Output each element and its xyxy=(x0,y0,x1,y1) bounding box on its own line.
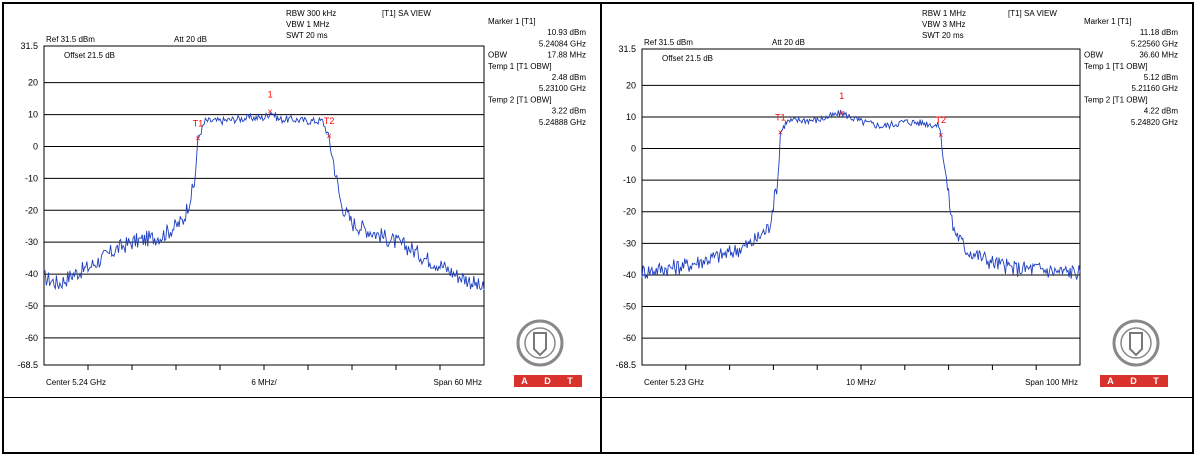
y-tick-label: -20 xyxy=(623,207,636,217)
y-tick-label: 20 xyxy=(626,80,636,90)
sweep-time: SWT 20 ms xyxy=(922,31,964,40)
panel-divider xyxy=(600,2,602,454)
center-frequency: Center 5.24 GHz xyxy=(46,378,106,387)
bureau-veritas-logo xyxy=(1112,319,1160,379)
bureau-veritas-logo xyxy=(516,319,564,379)
vbw-setting: VBW 1 MHz xyxy=(286,20,330,29)
readout-label: Marker 1 [T1] xyxy=(1084,17,1132,26)
x-division: 10 MHz/ xyxy=(846,378,877,387)
readout-value: 5.24888 GHz xyxy=(539,118,586,127)
center-frequency: Center 5.23 GHz xyxy=(644,378,704,387)
readout-label: Temp 1 [T1 OBW] xyxy=(488,62,552,71)
span-label: Span 100 MHz xyxy=(1025,378,1078,387)
ref-level: Ref 31.5 dBm xyxy=(644,38,693,47)
plot-frame xyxy=(641,48,1081,366)
y-tick-label: -60 xyxy=(25,333,38,343)
y-tick-label: 10 xyxy=(28,110,38,120)
x-division: 6 MHz/ xyxy=(251,378,277,387)
attenuation: Att 20 dB xyxy=(772,38,805,47)
y-tick-label: 31.5 xyxy=(20,41,38,51)
y-tick-label: -50 xyxy=(623,302,636,312)
y-tick-label: -10 xyxy=(25,173,38,183)
readout-value: 17.88 MHz xyxy=(547,51,586,60)
right-rule xyxy=(1192,402,1194,454)
ref-level: Ref 31.5 dBm xyxy=(46,35,95,44)
readout-value: 3.22 dBm xyxy=(552,107,587,116)
y-tick-label: 0 xyxy=(33,141,38,151)
view-mode: [T1] SA VIEW xyxy=(382,9,431,18)
readout-value: 5.22560 GHz xyxy=(1131,39,1178,48)
readout-value: 5.12 dBm xyxy=(1144,73,1179,82)
readout-label: OBW xyxy=(488,51,508,60)
marker-label: 1 xyxy=(268,90,273,100)
y-tick-label: 10 xyxy=(626,112,636,122)
readout-label: Temp 1 [T1 OBW] xyxy=(1084,62,1148,71)
spectrum-chart-2: 31.5 20 10 0 -10 -20 -30 -40 -50 -60 -68.5 Ref 31.5… xyxy=(615,9,1179,387)
y-tick-label: -40 xyxy=(623,270,636,280)
readout-value: 5.24820 GHz xyxy=(1131,118,1178,127)
offset-label: Offset 21.5 dB xyxy=(64,51,115,60)
readout-value: 36.60 MHz xyxy=(1139,51,1178,60)
y-tick-label: -60 xyxy=(623,333,636,343)
vbw-setting: VBW 3 MHz xyxy=(922,20,966,29)
y-tick-label: 31.5 xyxy=(618,44,636,54)
y-tick-label: -50 xyxy=(25,301,38,311)
readout-label: OBW xyxy=(1084,51,1104,60)
marker-point: × xyxy=(268,107,273,117)
y-tick-label: 0 xyxy=(631,144,636,154)
spectrum-panel-1: 31.5 20 10 0 -10 -20 -30 -40 -50 -60 -68.5 Ref 31.5… xyxy=(4,4,600,396)
y-tick-label: -30 xyxy=(623,238,636,248)
marker-label: T1 xyxy=(775,112,786,122)
y-tick-label: -30 xyxy=(25,237,38,247)
y-tick-label: -68.5 xyxy=(17,360,38,370)
bottom-rule xyxy=(2,397,1194,398)
spectrum-trace xyxy=(641,109,1081,280)
readout-label: Temp 2 [T1 OBW] xyxy=(1084,95,1148,104)
readout-value: 4.22 dBm xyxy=(1144,107,1179,116)
marker-point: × xyxy=(195,134,200,144)
readout-value: 10.93 dBm xyxy=(547,28,586,37)
marker-label: T2 xyxy=(324,116,335,126)
sweep-time: SWT 20 ms xyxy=(286,31,328,40)
readout-value: 2.48 dBm xyxy=(552,73,587,82)
y-tick-label: -20 xyxy=(25,205,38,215)
y-tick-label: -40 xyxy=(25,269,38,279)
marker-label: T1 xyxy=(193,119,204,129)
plot-frame xyxy=(43,45,485,366)
marker-point: × xyxy=(938,130,943,140)
spectrum-panel-2: 31.5 20 10 0 -10 -20 -30 -40 -50 -60 -68.5 Ref 31.5… xyxy=(602,4,1197,396)
marker-label: 1 xyxy=(839,91,844,101)
readout-value: 5.23100 GHz xyxy=(539,84,586,93)
marker-point: × xyxy=(839,108,844,118)
y-tick-label: 20 xyxy=(28,78,38,88)
readout-value: 5.24084 GHz xyxy=(539,39,586,48)
rbw-setting: RBW 300 kHz xyxy=(286,9,336,18)
marker-label: T2 xyxy=(935,115,946,125)
span-label: Span 60 MHz xyxy=(434,378,482,387)
spectrum-chart-1: 31.5 20 10 0 -10 -20 -30 -40 -50 -60 -68.5 Ref 31.5… xyxy=(17,9,587,387)
spectrum-trace xyxy=(44,112,485,291)
readout-label: Temp 2 [T1 OBW] xyxy=(488,95,552,104)
view-mode: [T1] SA VIEW xyxy=(1008,9,1057,18)
y-tick-label: -68.5 xyxy=(615,360,636,370)
readout-value: 5.21160 GHz xyxy=(1131,84,1178,93)
y-tick-label: -10 xyxy=(623,175,636,185)
readout-value: 11.18 dBm xyxy=(1140,28,1178,37)
marker-point: × xyxy=(326,131,331,141)
attenuation: Att 20 dB xyxy=(174,35,207,44)
rbw-setting: RBW 1 MHz xyxy=(922,9,966,18)
marker-point: × xyxy=(778,127,783,137)
readout-label: Marker 1 [T1] xyxy=(488,17,536,26)
offset-label: Offset 21.5 dB xyxy=(662,54,713,63)
